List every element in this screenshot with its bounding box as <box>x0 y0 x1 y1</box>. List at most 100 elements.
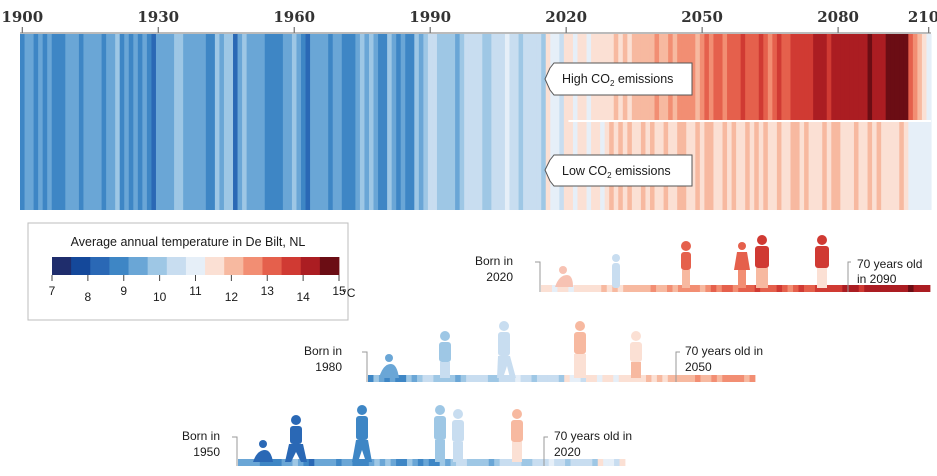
legend-swatch <box>185 257 206 275</box>
generation-stripe <box>705 375 712 382</box>
generation-stripe <box>569 375 576 382</box>
stripe-observed <box>559 34 565 210</box>
generation-stripe <box>597 459 604 466</box>
stripe-observed <box>464 34 470 210</box>
stripe-observed <box>291 34 298 210</box>
generation-stripe <box>913 285 920 292</box>
stripe-low-emissions <box>717 121 724 210</box>
generation-stripe <box>384 375 391 382</box>
stripe-high-emissions <box>844 34 851 121</box>
stripe-observed <box>423 34 429 210</box>
stripe-low-emissions <box>781 121 787 210</box>
stripe-observed <box>387 34 393 210</box>
stripe-observed <box>296 34 302 210</box>
generation-stripe <box>710 285 717 292</box>
people-silhouettes <box>253 235 829 462</box>
stripe-low-emissions <box>863 121 869 210</box>
stripe-observed <box>391 34 397 210</box>
generation-stripe <box>575 459 582 466</box>
generation-stripe <box>494 459 501 466</box>
generation-stripe <box>336 459 342 466</box>
generation-stripe <box>782 285 788 292</box>
stripe-low-emissions <box>704 121 710 210</box>
generation-stripe <box>727 375 734 382</box>
born-label-l2: 1950 <box>193 445 220 459</box>
stripe-observed <box>405 34 411 210</box>
stripe-observed <box>228 34 234 210</box>
stripe-high-emissions <box>804 34 810 121</box>
generation-stripe <box>395 375 402 382</box>
generation-stripe <box>853 285 860 292</box>
born-label-l1: Born in <box>182 429 220 443</box>
stripe-observed <box>38 34 44 210</box>
stripe-low-emissions <box>763 121 769 210</box>
stripe-observed <box>545 34 551 210</box>
stripe-high-emissions <box>731 34 737 121</box>
stripe-observed <box>255 34 261 210</box>
generation-stripe <box>695 375 701 382</box>
generation-stripe <box>515 459 522 466</box>
stripe-observed <box>65 34 71 210</box>
stripe-observed <box>124 34 130 210</box>
stripe-observed <box>97 34 103 210</box>
stripe-observed <box>527 34 533 210</box>
legend-swatch <box>90 257 110 275</box>
stripe-observed <box>328 34 334 210</box>
stripe-observed <box>155 34 162 210</box>
stripe-observed <box>178 34 184 210</box>
legend-swatch <box>224 257 244 275</box>
generation-stripe <box>254 459 261 466</box>
generation-stripe <box>634 285 641 292</box>
generation-stripe <box>635 375 641 382</box>
stripe-observed <box>233 34 239 210</box>
stripe-observed <box>482 34 488 210</box>
stripe-observed <box>260 34 266 210</box>
stripe-low-emissions <box>690 121 696 210</box>
stripe-low-emissions <box>890 121 896 210</box>
stripe-low-emissions <box>835 121 841 210</box>
stripe-high-emissions <box>867 34 873 121</box>
stripe-high-emissions <box>736 34 742 121</box>
stripe-observed <box>323 34 329 210</box>
generation-stripe <box>705 285 712 292</box>
generation-stripe <box>738 285 745 292</box>
generation-stripe <box>820 285 827 292</box>
generation-stripe <box>553 375 560 382</box>
stripe-high-emissions <box>722 34 728 121</box>
stripe-low-emissions <box>926 121 932 210</box>
generation-stripe <box>319 459 326 466</box>
stripe-observed <box>273 34 279 210</box>
stripe-low-emissions <box>808 121 814 210</box>
generation-stripe <box>281 459 288 466</box>
stripe-high-emissions <box>876 34 882 121</box>
generation-stripe <box>292 459 299 466</box>
generation-stripe <box>721 285 728 292</box>
stripe-high-emissions <box>817 34 823 121</box>
generation-stripe <box>400 375 407 382</box>
generation-stripe <box>557 285 564 292</box>
generation-stripe <box>803 285 810 292</box>
legend-tick-label: 9 <box>120 284 127 298</box>
stripe-low-emissions <box>885 121 891 210</box>
stripe-low-emissions <box>844 121 851 210</box>
scenario-separator <box>568 120 931 122</box>
stripe-high-emissions <box>808 34 814 121</box>
generation-stripe <box>265 459 272 466</box>
generation-stripe <box>389 375 396 382</box>
generation-stripe <box>330 459 337 466</box>
generation-stripe <box>793 285 799 292</box>
generation-stripe <box>531 375 538 382</box>
generation-stripe <box>787 285 794 292</box>
generation-stripe <box>287 459 293 466</box>
stripe-observed <box>115 34 121 210</box>
stripe-low-emissions <box>876 121 882 210</box>
stripe-observed <box>278 34 284 210</box>
generation-stripe <box>373 375 380 382</box>
generation-stripe <box>521 459 528 466</box>
stripe-high-emissions <box>835 34 841 121</box>
svg-text:Low CO2 emissions: Low CO2 emissions <box>562 164 671 180</box>
stripe-high-emissions <box>921 34 928 121</box>
stripe-high-emissions <box>790 34 796 121</box>
generation-stripe <box>248 459 255 466</box>
stripe-observed <box>60 34 66 210</box>
